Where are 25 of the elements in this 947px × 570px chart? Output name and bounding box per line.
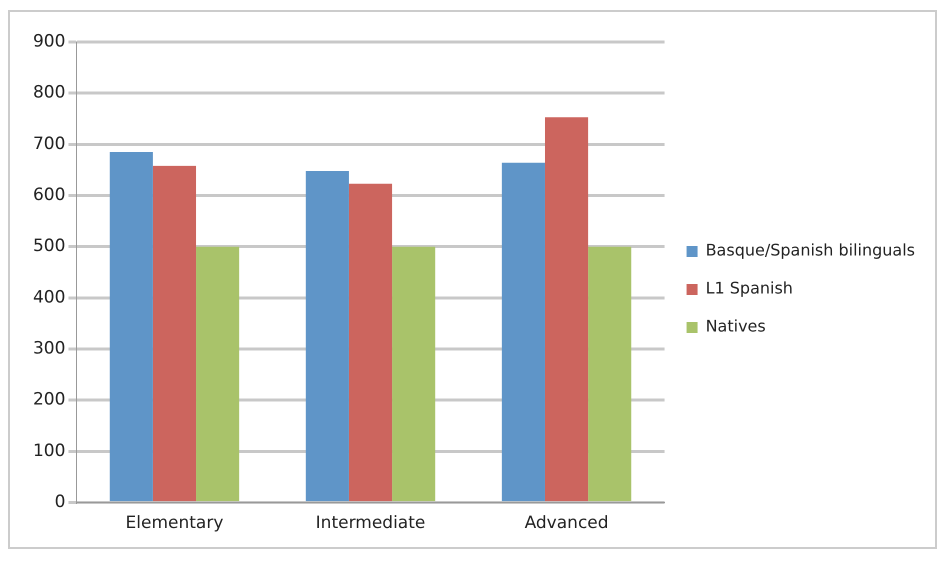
x-tick-label: Advanced xyxy=(524,513,609,534)
bar xyxy=(152,166,196,502)
bar xyxy=(502,162,545,502)
y-tick-label: 0 xyxy=(54,492,66,512)
y-tick-label: 800 xyxy=(32,82,66,103)
y-tick-label: 700 xyxy=(32,134,66,154)
y-tick-label: 500 xyxy=(32,236,66,256)
y-tick-label: 200 xyxy=(32,390,66,410)
legend-label: Basque/Spanish bilinguals xyxy=(706,240,916,260)
y-tick-label: 400 xyxy=(32,287,66,308)
y-tick-label: 900 xyxy=(32,31,66,52)
legend-label: L1 Spanish xyxy=(706,278,793,298)
bar xyxy=(110,152,153,502)
bar xyxy=(392,246,436,502)
bar xyxy=(544,117,588,502)
y-tick-label: 300 xyxy=(32,338,66,358)
y-tick-label: 600 xyxy=(32,184,66,205)
x-tick-label: Intermediate xyxy=(316,513,426,534)
x-tick-label: Elementary xyxy=(126,513,224,534)
bar xyxy=(196,246,240,502)
y-tick-label: 100 xyxy=(32,440,66,461)
bar xyxy=(306,170,349,502)
legend-label: Natives xyxy=(706,316,766,336)
bar xyxy=(588,246,632,502)
bar xyxy=(348,184,392,502)
